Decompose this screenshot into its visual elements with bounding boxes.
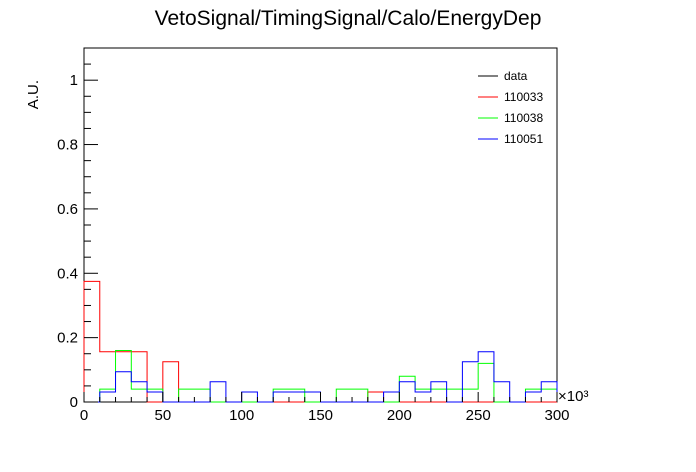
legend-entry-110051: 110051 bbox=[478, 132, 543, 146]
legend-label: 110051 bbox=[504, 132, 543, 146]
y-tick-label: 0.6 bbox=[57, 201, 78, 218]
x-axis-multiplier: ×10³ bbox=[558, 388, 588, 405]
y-tick-label: 0.4 bbox=[57, 265, 78, 282]
series-110051 bbox=[84, 351, 558, 403]
chart-title: VetoSignal/TimingSignal/Calo/EnergyDep bbox=[155, 7, 542, 30]
legend-entry-110038: 110038 bbox=[478, 111, 543, 125]
y-axis-label: A.U. bbox=[25, 80, 42, 109]
y-tick-label: 0.2 bbox=[57, 330, 78, 347]
axes-layer: 0 50 100 150 200 250 300 0 0.2 0.4 0.6 0.8 1 bbox=[57, 47, 570, 424]
x-tick-label: 300 bbox=[544, 407, 569, 424]
legend-entry-110033: 110033 bbox=[478, 90, 543, 104]
x-tick-label: 250 bbox=[466, 407, 491, 424]
legend-label: 110033 bbox=[504, 90, 543, 104]
x-tick-label: 0 bbox=[80, 407, 88, 424]
legend-entry-data: data bbox=[478, 69, 528, 83]
series-line-110051 bbox=[84, 351, 558, 403]
x-tick-label: 150 bbox=[308, 407, 333, 424]
x-tick-label: 200 bbox=[387, 407, 412, 424]
y-tick-label: 0 bbox=[70, 394, 78, 411]
legend: data 110033 110038 110051 bbox=[478, 69, 543, 146]
x-tick-label: 50 bbox=[154, 407, 171, 424]
legend-label: data bbox=[504, 69, 528, 83]
x-tick-label: 100 bbox=[229, 407, 254, 424]
y-tick-label: 1 bbox=[70, 72, 78, 89]
legend-label: 110038 bbox=[504, 111, 543, 125]
y-tick-label: 0.8 bbox=[57, 137, 78, 154]
